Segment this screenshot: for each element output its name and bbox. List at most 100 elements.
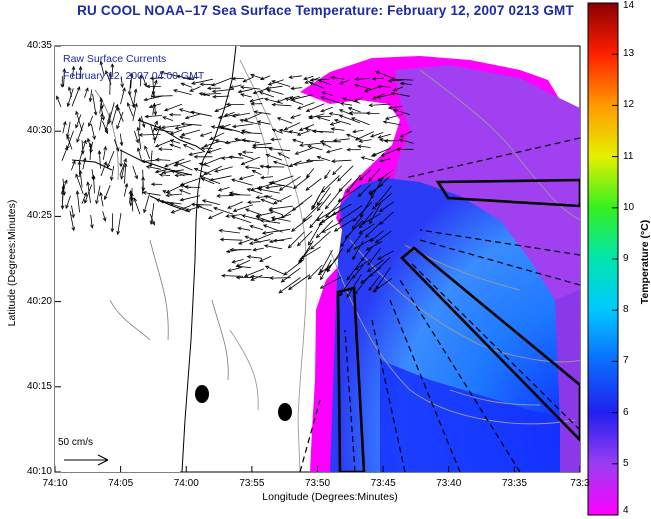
current-vector — [120, 166, 125, 179]
current-vector — [229, 194, 251, 196]
current-vector-head — [300, 255, 305, 260]
current-vector-head — [239, 130, 245, 135]
current-vector-head — [283, 126, 289, 131]
current-vector — [111, 104, 118, 125]
current-vector — [240, 94, 252, 98]
current-vector — [297, 130, 311, 136]
current-vector — [368, 184, 384, 194]
current-vector-head — [368, 286, 373, 292]
current-vector — [117, 212, 122, 235]
current-vector-head — [234, 137, 239, 142]
current-vector — [212, 88, 234, 92]
current-vector — [272, 104, 292, 107]
current-vector — [220, 239, 243, 241]
current-vector — [250, 97, 264, 102]
current-vector-head — [358, 176, 364, 181]
current-vector — [359, 223, 375, 234]
sst-deep-blue — [380, 360, 580, 472]
current-vector-head — [170, 170, 176, 174]
current-vector — [129, 190, 132, 203]
current-vector — [99, 98, 102, 114]
current-vector — [241, 156, 261, 165]
current-vector-head — [288, 130, 293, 134]
current-vector-head — [103, 195, 108, 201]
current-vector — [120, 133, 123, 146]
current-vector-head — [325, 213, 330, 219]
current-vector — [334, 119, 352, 125]
current-vector-head — [127, 91, 132, 96]
current-vector — [247, 256, 262, 259]
current-vector — [334, 219, 354, 232]
current-vector — [89, 143, 92, 161]
current-vector — [170, 144, 182, 149]
current-vector-head — [239, 85, 245, 90]
current-vector — [353, 202, 372, 222]
current-vector-head — [135, 139, 139, 144]
current-vector — [254, 232, 274, 242]
current-vector — [400, 82, 412, 85]
current-vector — [317, 193, 332, 211]
current-vector-head — [346, 189, 351, 194]
current-vector — [142, 177, 144, 195]
current-vector — [90, 141, 93, 153]
current-vector — [375, 230, 392, 244]
current-vector — [346, 174, 361, 193]
current-vector-head — [287, 244, 292, 249]
current-vector-head — [75, 110, 79, 116]
current-vector — [253, 247, 264, 251]
current-vector-head — [129, 202, 133, 207]
current-vector — [305, 178, 322, 191]
current-vector-head — [95, 200, 99, 205]
current-vector-head — [376, 95, 381, 99]
current-vector — [320, 106, 333, 112]
x-tick-label: 74:00 — [173, 478, 199, 489]
current-vector-head — [193, 154, 198, 159]
current-vector-head — [214, 108, 219, 113]
current-vector — [309, 113, 325, 119]
colorbar-tick-label: 8 — [623, 304, 629, 316]
current-vector-head — [148, 104, 154, 109]
current-vector — [269, 209, 283, 216]
current-vector — [400, 131, 412, 138]
current-vector — [113, 139, 119, 152]
current-vector — [368, 275, 381, 291]
current-vector — [377, 169, 394, 182]
current-vector-head — [231, 178, 236, 183]
current-vector — [284, 122, 301, 131]
current-vector-head — [332, 138, 338, 143]
current-vector — [317, 156, 331, 162]
current-vector-head — [170, 209, 175, 214]
current-vector — [229, 156, 244, 159]
current-vector — [366, 241, 383, 251]
current-vector — [325, 196, 345, 218]
current-vector — [311, 194, 321, 210]
current-vector-head — [277, 152, 282, 156]
current-vector-head — [232, 113, 237, 118]
current-vector-head — [371, 76, 377, 81]
current-vector — [232, 259, 244, 263]
current-vector-head — [76, 138, 80, 143]
x-tick-label: 73:3 — [570, 478, 590, 489]
current-vector — [76, 122, 85, 143]
current-vector-head — [368, 190, 373, 194]
y-axis-title: Latitude (Degrees:Minutes) — [6, 199, 18, 327]
current-vector — [309, 211, 324, 228]
current-vector — [185, 113, 201, 119]
current-vector-head — [179, 184, 185, 188]
current-vector-head — [123, 158, 127, 163]
current-vector — [116, 111, 124, 129]
current-vector-head — [352, 217, 357, 222]
current-vector — [339, 275, 354, 297]
current-vector-head — [316, 116, 322, 120]
current-vector-head — [309, 78, 315, 82]
current-vector-head — [153, 127, 158, 132]
current-vector — [174, 160, 191, 167]
current-vector-head — [231, 215, 236, 220]
current-vector — [218, 187, 230, 191]
current-vector-head — [371, 205, 377, 210]
current-vector — [359, 139, 372, 142]
current-vector — [238, 238, 254, 245]
y-tick-label: 40:10 — [26, 466, 52, 477]
current-vector-head — [145, 165, 151, 169]
